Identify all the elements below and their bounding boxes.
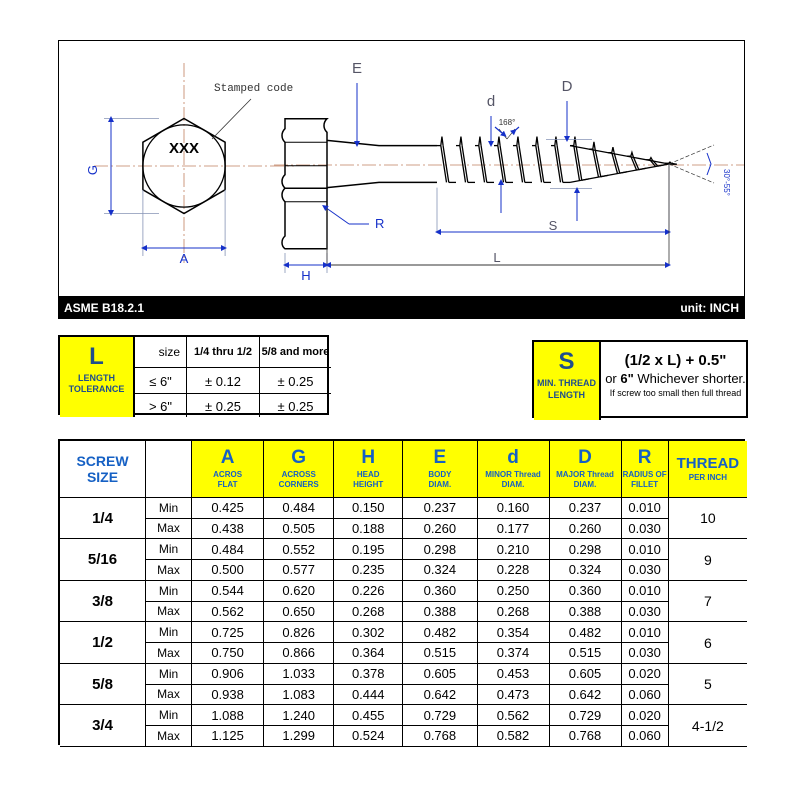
svg-text:A: A	[180, 251, 189, 266]
svg-text:30°-55°: 30°-55°	[722, 169, 731, 196]
svg-text:XXX: XXX	[169, 140, 199, 157]
svg-text:E: E	[352, 60, 362, 77]
svg-text:168°: 168°	[499, 118, 516, 127]
svg-text:L: L	[493, 250, 500, 265]
svg-text:d: d	[487, 93, 495, 110]
svg-text:S: S	[549, 218, 558, 233]
svg-text:G: G	[85, 165, 100, 175]
svg-text:H: H	[301, 268, 310, 283]
svg-text:D: D	[562, 78, 573, 95]
svg-text:Stamped code: Stamped code	[214, 83, 293, 95]
svg-text:R: R	[375, 216, 384, 231]
